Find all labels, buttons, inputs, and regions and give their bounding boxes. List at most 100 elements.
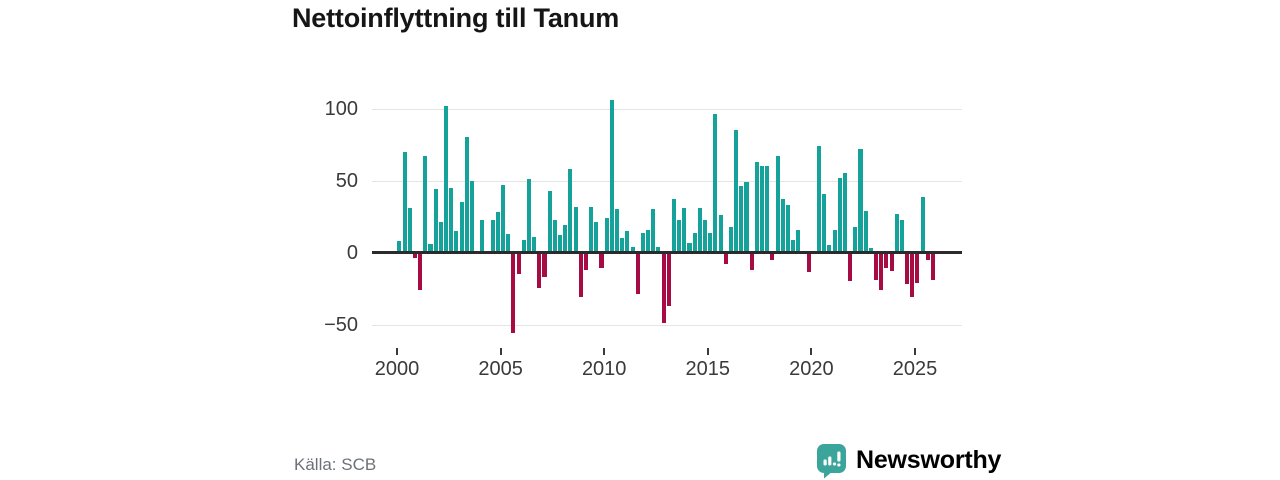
x-axis-label-2010: 2010 <box>581 358 627 380</box>
x-axis-tick-2005 <box>499 348 502 355</box>
bar-2017-Q2 <box>754 161 759 252</box>
bar-2010-Q4 <box>620 238 625 252</box>
bar-2008-Q3 <box>573 206 578 252</box>
bar-2006-Q3 <box>532 236 537 252</box>
bar-2005-Q4 <box>516 253 521 274</box>
bar-2006-Q2 <box>526 179 531 252</box>
bar-2007-Q1 <box>542 253 547 277</box>
x-axis-tick-2015 <box>706 348 709 355</box>
newsworthy-logo-icon <box>817 444 846 479</box>
bar-2001-Q4 <box>433 189 438 252</box>
bar-2003-Q1 <box>459 202 464 252</box>
bar-2022-Q1 <box>853 226 858 252</box>
bar-2006-Q4 <box>537 253 542 289</box>
bar-2011-Q2 <box>630 246 635 252</box>
bar-2021-Q1 <box>832 229 837 252</box>
bar-2005-Q1 <box>501 185 506 252</box>
newsworthy-logo-text: Newsworthy <box>856 446 1002 474</box>
bar-2015-Q1 <box>708 232 713 252</box>
bar-2018-Q2 <box>775 156 780 252</box>
bar-2019-Q4 <box>806 253 811 273</box>
bar-2021-Q4 <box>848 253 853 282</box>
bar-2024-Q4 <box>910 253 915 297</box>
bar-2002-Q4 <box>454 231 459 252</box>
bar-2008-Q2 <box>568 169 573 252</box>
gridline--50 <box>372 324 962 326</box>
bar-2008-Q1 <box>563 225 568 252</box>
source-note: Källa: SCB <box>294 455 377 474</box>
bar-2013-Q3 <box>677 219 682 252</box>
y-axis-label-50: 50 <box>335 169 358 192</box>
bar-2009-Q1 <box>583 253 588 270</box>
bar-2002-Q3 <box>449 187 454 252</box>
bar-2011-Q4 <box>640 232 645 252</box>
bar-2006-Q1 <box>521 239 526 252</box>
bar-2013-Q1 <box>666 253 671 306</box>
bar-2015-Q3 <box>718 215 723 252</box>
bar-2010-Q2 <box>609 100 614 252</box>
bar-2017-Q4 <box>765 166 770 252</box>
bar-2021-Q3 <box>842 173 847 252</box>
bar-2014-Q3 <box>697 208 702 252</box>
bar-2013-Q2 <box>671 199 677 252</box>
bar-2014-Q1 <box>687 242 692 252</box>
bar-2022-Q2 <box>858 149 863 252</box>
bar-2016-Q1 <box>728 226 733 252</box>
gridline-100 <box>372 108 962 110</box>
bar-2012-Q4 <box>661 253 666 323</box>
bar-2001-Q2 <box>423 156 428 252</box>
bar-2007-Q4 <box>557 235 563 252</box>
bar-2015-Q4 <box>723 253 728 264</box>
bar-2020-Q4 <box>827 245 832 252</box>
bar-2012-Q3 <box>656 246 661 252</box>
x-axis-label-2005: 2005 <box>478 358 523 380</box>
bar-2012-Q2 <box>651 209 656 252</box>
bar-2005-Q2 <box>506 233 511 252</box>
bar-2020-Q3 <box>822 193 827 252</box>
x-axis-label-2020: 2020 <box>789 358 834 380</box>
bar-2002-Q1 <box>438 222 443 252</box>
bar-2010-Q1 <box>604 218 609 252</box>
bar-2024-Q2 <box>899 219 904 252</box>
bar-2012-Q1 <box>646 229 651 252</box>
bar-2007-Q2 <box>547 190 552 252</box>
bar-2010-Q3 <box>614 209 620 252</box>
x-axis-label-2000: 2000 <box>374 358 420 380</box>
bar-2021-Q2 <box>837 177 842 252</box>
x-axis-line <box>372 251 962 254</box>
bar-2019-Q1 <box>791 239 796 252</box>
y-axis-label-0: 0 <box>346 241 358 264</box>
newsworthy-logo: Newsworthy <box>816 443 1001 479</box>
bar-2018-Q1 <box>770 253 775 260</box>
bar-2011-Q3 <box>635 253 640 295</box>
bar-2008-Q4 <box>578 253 583 297</box>
bar-2000-Q3 <box>407 208 412 252</box>
bar-2024-Q1 <box>894 213 899 252</box>
bar-2000-Q2 <box>402 151 407 252</box>
bar-2018-Q4 <box>785 205 790 252</box>
bar-2014-Q4 <box>703 219 708 252</box>
bar-2022-Q3 <box>863 210 868 252</box>
bar-2025-Q3 <box>925 253 930 260</box>
x-axis-label-2015: 2015 <box>685 358 731 380</box>
bar-2023-Q3 <box>884 253 889 269</box>
bar-2003-Q3 <box>469 180 474 252</box>
bar-2014-Q2 <box>692 232 697 252</box>
bar-2018-Q3 <box>780 199 785 252</box>
bar-2001-Q3 <box>428 244 433 252</box>
bar-2024-Q3 <box>905 253 910 284</box>
bar-2000-Q4 <box>412 253 418 259</box>
bar-2016-Q3 <box>739 186 744 252</box>
bar-2025-Q4 <box>930 253 936 280</box>
bar-2023-Q2 <box>879 253 884 290</box>
bar-2025-Q1 <box>915 253 920 283</box>
bar-2013-Q4 <box>682 208 687 252</box>
y-axis-label-100: 100 <box>324 97 358 120</box>
x-axis-tick-2020 <box>810 348 813 355</box>
bar-2001-Q1 <box>418 253 423 290</box>
bar-2004-Q3 <box>490 219 495 252</box>
gridline-50 <box>372 180 962 182</box>
bar-2004-Q1 <box>480 219 485 252</box>
bar-2005-Q3 <box>511 253 516 333</box>
